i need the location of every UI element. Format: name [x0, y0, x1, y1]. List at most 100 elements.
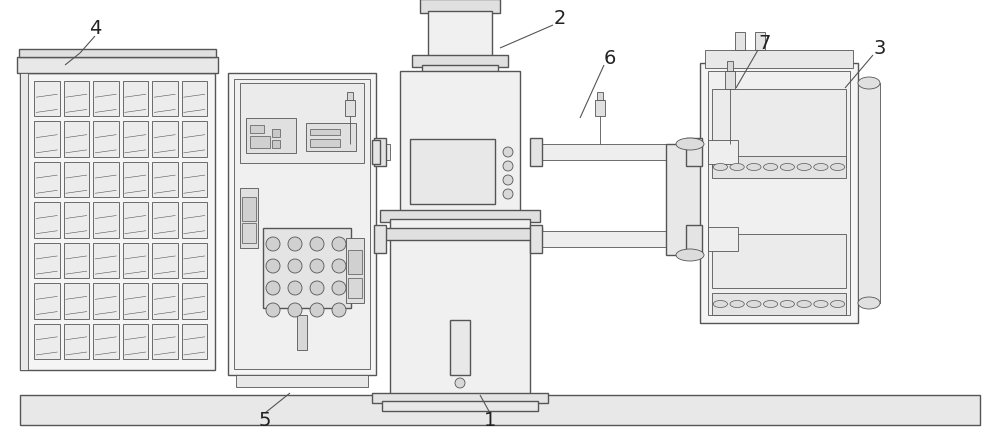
Bar [727, 61, 733, 71]
Bar [240, 83, 364, 163]
Circle shape [266, 281, 280, 295]
Bar [34, 283, 60, 319]
Text: 7: 7 [759, 34, 771, 53]
Bar [122, 323, 148, 359]
Ellipse shape [814, 163, 828, 171]
Circle shape [332, 259, 346, 273]
Bar [250, 125, 264, 133]
Ellipse shape [814, 300, 828, 307]
Bar [93, 202, 119, 238]
Bar [93, 162, 119, 197]
Bar [530, 231, 710, 247]
Bar [306, 123, 356, 151]
Ellipse shape [764, 163, 778, 171]
Circle shape [503, 147, 513, 157]
Bar [34, 323, 60, 359]
Ellipse shape [747, 300, 761, 307]
Bar [182, 323, 207, 359]
Bar [310, 129, 340, 135]
Bar [182, 121, 207, 157]
Bar [64, 283, 89, 319]
Bar [93, 283, 119, 319]
Circle shape [288, 259, 302, 273]
Bar [530, 225, 542, 253]
Bar [152, 283, 178, 319]
Text: 3: 3 [874, 39, 886, 58]
Bar [420, 0, 500, 13]
Bar [297, 315, 307, 350]
Ellipse shape [713, 163, 728, 171]
Ellipse shape [780, 300, 794, 307]
Bar [152, 162, 178, 197]
Ellipse shape [797, 300, 811, 307]
Circle shape [503, 189, 513, 199]
Bar [530, 144, 690, 160]
Circle shape [332, 303, 346, 317]
Ellipse shape [730, 163, 744, 171]
Bar [152, 81, 178, 117]
Bar [374, 225, 386, 253]
Bar [182, 283, 207, 319]
Bar [272, 140, 280, 148]
Bar [597, 92, 603, 100]
Bar [374, 138, 386, 166]
Bar [345, 100, 355, 116]
Bar [93, 121, 119, 157]
Bar [710, 231, 740, 247]
Bar [34, 121, 60, 157]
Bar [34, 81, 60, 117]
Bar [686, 138, 702, 166]
Bar [246, 118, 296, 153]
Bar [182, 202, 207, 238]
Bar [595, 100, 605, 116]
Bar [34, 162, 60, 197]
Bar [20, 73, 215, 370]
Bar [530, 138, 542, 166]
Bar [382, 401, 538, 411]
Bar [93, 243, 119, 278]
Bar [712, 293, 846, 315]
Bar [182, 81, 207, 117]
Bar [122, 243, 148, 278]
Ellipse shape [830, 163, 845, 171]
Ellipse shape [830, 300, 845, 307]
Ellipse shape [858, 297, 880, 309]
Bar [182, 243, 207, 278]
Bar [122, 162, 148, 197]
Bar [250, 136, 270, 148]
Text: 5: 5 [259, 412, 271, 431]
Bar [686, 225, 702, 253]
Bar [234, 79, 370, 369]
Bar [20, 73, 28, 370]
Bar [735, 32, 745, 50]
Bar [372, 393, 548, 403]
Bar [122, 121, 148, 157]
Bar [712, 156, 846, 178]
Ellipse shape [858, 77, 880, 89]
Bar [858, 83, 880, 303]
Bar [228, 73, 376, 375]
Bar [310, 139, 340, 147]
Circle shape [266, 237, 280, 251]
Ellipse shape [780, 163, 794, 171]
Ellipse shape [676, 138, 704, 150]
Bar [242, 223, 256, 243]
Bar [348, 278, 362, 298]
Bar [378, 228, 542, 240]
Bar [708, 140, 738, 164]
Circle shape [266, 303, 280, 317]
Circle shape [310, 303, 324, 317]
Bar [755, 32, 765, 50]
Circle shape [503, 175, 513, 185]
Bar [376, 144, 390, 160]
Bar [710, 144, 740, 160]
Bar [64, 81, 89, 117]
Text: 6: 6 [604, 48, 616, 67]
Circle shape [503, 161, 513, 171]
Ellipse shape [676, 249, 704, 261]
Bar [700, 63, 858, 323]
Bar [712, 89, 846, 167]
Bar [64, 121, 89, 157]
Bar [240, 188, 258, 248]
Bar [346, 238, 364, 303]
